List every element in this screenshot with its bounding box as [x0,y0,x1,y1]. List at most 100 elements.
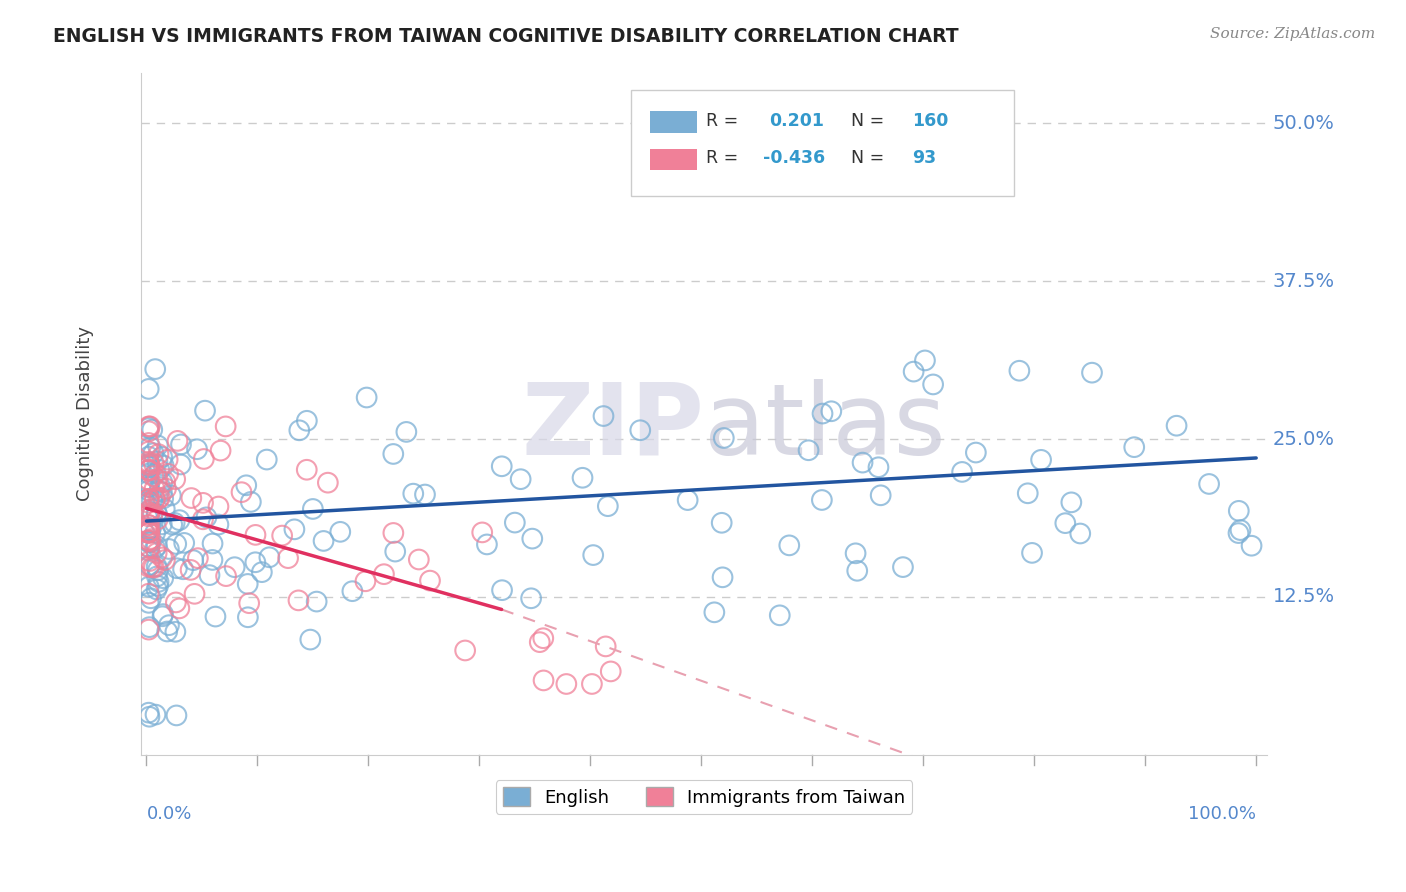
Point [138,524,160,539]
Point [146,579,169,593]
Point [138,509,160,524]
Point [139,591,162,606]
Point [138,475,160,489]
Point [581,677,603,691]
Point [295,414,318,428]
Point [797,443,820,458]
Point [138,518,160,533]
Point [138,533,160,548]
Text: ENGLISH VS IMMIGRANTS FROM TAIWAN COGNITIVE DISABILITY CORRELATION CHART: ENGLISH VS IMMIGRANTS FROM TAIWAN COGNIT… [53,27,959,45]
Point [138,535,160,549]
Point [138,521,160,535]
Point [224,560,246,574]
Point [160,517,183,532]
Point [149,480,172,494]
Point [869,488,891,502]
Point [166,561,188,575]
Point [384,544,406,558]
Point [475,537,498,551]
Point [599,665,621,679]
Point [628,423,651,437]
Point [191,496,214,510]
Point [382,525,405,540]
Point [408,552,430,566]
Point [509,472,531,486]
Point [491,459,513,474]
Point [139,521,162,535]
Point [156,624,179,639]
Point [160,488,183,502]
Point [187,551,209,566]
Point [138,457,160,471]
Point [138,382,160,396]
Point [145,582,167,597]
Point [419,574,441,588]
Point [145,559,167,574]
Text: 100.0%: 100.0% [1188,805,1256,823]
Point [141,508,163,522]
Point [139,523,162,537]
Text: 50.0%: 50.0% [1272,114,1334,133]
Point [194,403,217,417]
Point [1029,453,1052,467]
Point [1021,546,1043,560]
Point [201,536,224,550]
Text: R =: R = [706,149,744,167]
Point [1081,366,1104,380]
Point [204,609,226,624]
Text: 93: 93 [912,149,936,167]
Point [138,467,160,481]
Point [138,525,160,540]
Point [138,480,160,494]
Point [170,437,193,451]
Point [138,450,160,464]
Point [155,475,177,489]
Point [138,507,160,521]
Point [195,510,218,524]
Point [356,391,378,405]
Point [471,525,494,540]
Point [148,492,170,507]
Point [138,491,160,506]
Point [231,485,253,500]
Point [342,584,364,599]
Point [143,362,166,376]
Point [868,460,890,475]
Point [157,541,180,556]
Point [138,525,160,540]
Point [165,537,187,551]
Point [1060,495,1083,509]
Point [156,452,179,467]
Text: 12.5%: 12.5% [1272,587,1334,607]
Point [141,560,163,574]
Point [150,550,173,565]
Point [1069,526,1091,541]
Point [150,450,173,464]
Point [141,423,163,437]
FancyBboxPatch shape [650,112,697,133]
Point [170,458,193,472]
Point [138,533,160,548]
Point [139,502,162,516]
Point [382,447,405,461]
Point [1017,486,1039,500]
Point [207,500,229,514]
Text: Source: ZipAtlas.com: Source: ZipAtlas.com [1209,27,1375,41]
Point [1166,418,1188,433]
Point [142,456,165,470]
Point [138,518,160,533]
Point [316,475,339,490]
Point [138,706,160,720]
Point [236,577,259,591]
Point [139,440,162,454]
Point [820,404,842,418]
Text: 0.201: 0.201 [769,112,824,129]
Point [143,525,166,540]
Point [811,493,834,508]
Point [146,472,169,486]
Point [950,465,973,479]
Text: atlas: atlas [704,379,946,476]
Point [238,596,260,610]
Point [571,471,593,485]
Point [1008,364,1031,378]
